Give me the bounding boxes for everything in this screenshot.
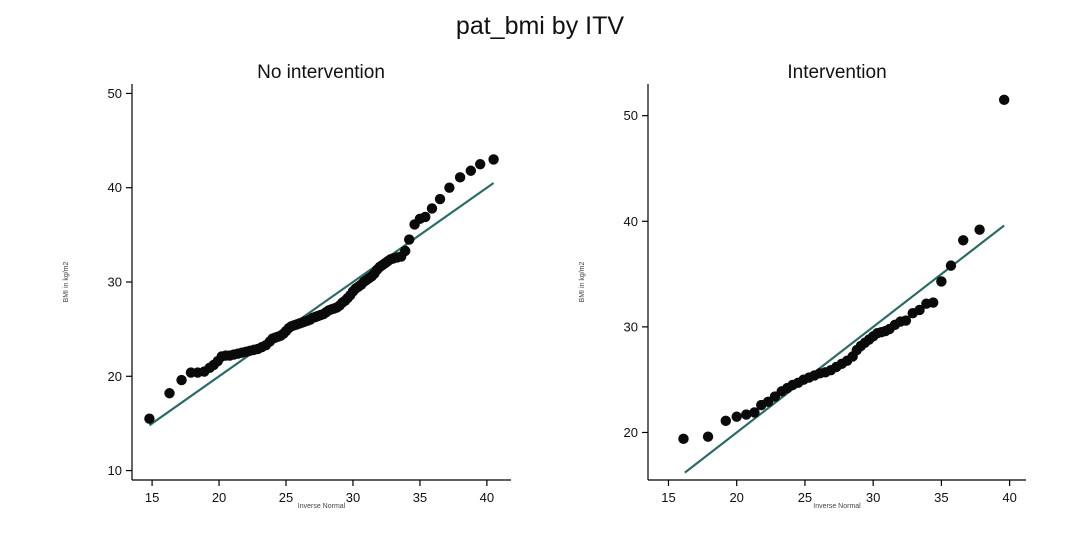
data-point xyxy=(164,388,175,399)
data-point xyxy=(434,193,446,205)
data-point xyxy=(974,224,985,235)
x-tick-label: 25 xyxy=(798,490,812,505)
data-point xyxy=(741,409,752,420)
y-axis-title: BMI in kg/m2 xyxy=(579,261,586,302)
y-tick-label: 50 xyxy=(624,108,638,123)
y-axis-title: BMI in kg/m2 xyxy=(63,261,70,302)
y-tick-label: 10 xyxy=(108,463,122,478)
x-axis-title: Inverse Normal xyxy=(813,503,861,510)
data-point xyxy=(900,315,912,326)
x-tick-label: 30 xyxy=(346,490,360,505)
y-tick-label: 40 xyxy=(108,180,122,195)
y-tick-label: 20 xyxy=(108,369,122,384)
x-tick-label: 20 xyxy=(212,490,226,505)
data-point xyxy=(420,211,431,223)
data-point xyxy=(400,245,411,257)
data-point xyxy=(731,411,742,422)
data-point xyxy=(404,234,415,245)
data-point xyxy=(914,304,925,316)
data-point xyxy=(488,154,499,165)
figure-title: pat_bmi by ITV xyxy=(455,12,625,40)
y-tick-label: 40 xyxy=(624,214,638,229)
data-point xyxy=(444,182,455,193)
data-point xyxy=(928,297,939,308)
x-tick-label: 35 xyxy=(413,490,427,505)
x-tick-label: 15 xyxy=(661,490,675,505)
data-point xyxy=(678,433,689,445)
panel-title: No intervention xyxy=(257,62,385,83)
y-tick-label: 50 xyxy=(108,86,122,101)
x-tick-label: 40 xyxy=(480,490,494,505)
x-tick-label: 15 xyxy=(145,490,159,505)
data-point xyxy=(720,415,731,427)
x-tick-label: 30 xyxy=(866,490,880,505)
data-point xyxy=(998,94,1010,106)
x-axis-title: Inverse Normal xyxy=(298,503,346,510)
data-point xyxy=(958,235,969,246)
y-tick-label: 30 xyxy=(624,319,638,334)
y-tick-label: 30 xyxy=(108,275,122,290)
data-point xyxy=(454,172,466,183)
panel-title: Intervention xyxy=(787,62,886,83)
data-point xyxy=(474,158,486,170)
data-point xyxy=(702,431,714,442)
data-point xyxy=(936,276,947,287)
data-point xyxy=(144,413,155,424)
x-tick-label: 35 xyxy=(934,490,948,505)
x-tick-label: 40 xyxy=(1002,490,1016,505)
data-point xyxy=(465,165,477,176)
x-tick-label: 25 xyxy=(279,490,293,505)
data-point xyxy=(749,407,760,418)
reference-line xyxy=(148,182,495,427)
reference-line xyxy=(684,224,1005,474)
data-point xyxy=(945,260,957,271)
data-point xyxy=(426,203,438,214)
y-tick-label: 20 xyxy=(624,425,638,440)
data-point xyxy=(176,374,187,386)
x-tick-label: 20 xyxy=(729,490,743,505)
